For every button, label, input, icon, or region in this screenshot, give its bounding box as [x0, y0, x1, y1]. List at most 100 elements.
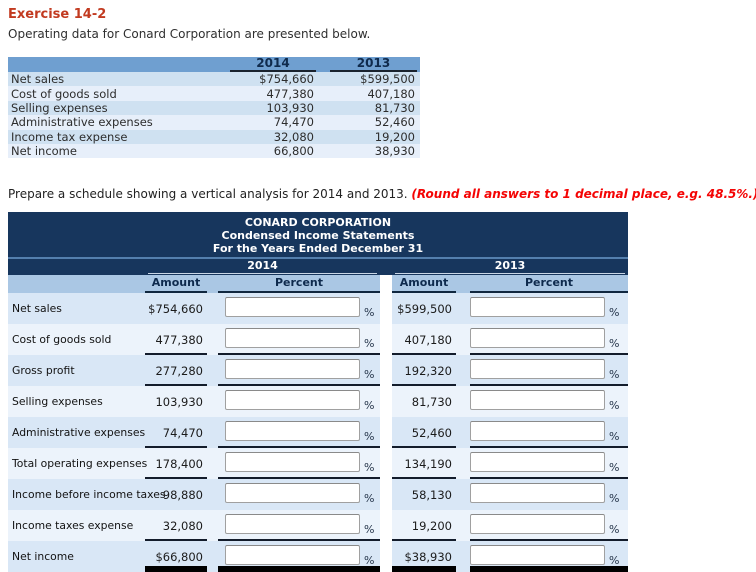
column-header-row: Amount Percent Amount Percent	[8, 275, 628, 293]
amount-2013: 19,200	[392, 510, 456, 541]
row-label: Cost of goods sold	[12, 333, 112, 346]
group-gutter	[380, 417, 392, 448]
row-label: Net sales	[12, 302, 62, 315]
amount-2013: 52,460	[392, 417, 456, 448]
row-segment-2014: Total operating expenses 178,400 %	[8, 448, 380, 479]
row-label: Income taxes expense	[12, 519, 134, 532]
column-gap	[207, 275, 218, 293]
percent-input-2014[interactable]	[225, 421, 360, 441]
percent-input-2014[interactable]	[225, 328, 360, 348]
amount-2014: 178,400	[145, 448, 207, 479]
table-row: Net income 66,800 38,930	[8, 143, 420, 159]
row-label: Net sales	[11, 72, 65, 87]
percent-cell-2013: %	[470, 293, 628, 324]
percent-input-2014[interactable]	[225, 390, 360, 410]
operating-data-rows: Net sales $754,660 $599,500 Cost of good…	[8, 72, 420, 159]
percent-cell-2013: %	[470, 479, 628, 510]
percent-input-2013[interactable]	[470, 390, 605, 410]
row-label: Net income	[12, 550, 74, 563]
row-segment-2013: $38,930 %	[392, 541, 628, 572]
percent-input-2014[interactable]	[225, 483, 360, 503]
value-2013: 19,200	[374, 129, 415, 144]
percent-input-2014[interactable]	[225, 359, 360, 379]
percent-input-2013[interactable]	[470, 421, 605, 441]
percent-cell-2014: %	[218, 479, 380, 510]
year-2014-group: 2014	[145, 259, 380, 275]
percent-sign: %	[364, 523, 375, 536]
group-gutter	[380, 293, 392, 324]
table-row: Gross profit 277,280 % 192,320 %	[8, 355, 628, 386]
operating-data-header: 2014 2013	[8, 57, 420, 72]
value-2014: 74,470	[273, 115, 314, 130]
group-gutter	[380, 541, 392, 572]
percent-input-2013[interactable]	[470, 328, 605, 348]
column-gap	[207, 417, 218, 448]
value-2013: 52,460	[374, 115, 415, 130]
percent-input-2013[interactable]	[470, 452, 605, 472]
row-segment-2013: 81,730 %	[392, 386, 628, 417]
operating-data-table: 2014 2013 Net sales $754,660 $599,500 Co…	[8, 57, 420, 159]
percent-input-2014[interactable]	[225, 514, 360, 534]
amount-2014: 477,380	[145, 324, 207, 355]
percent-input-2014[interactable]	[225, 297, 360, 317]
table-row: Selling expenses 103,930 % 81,730 %	[8, 386, 628, 417]
year-group-header: 2014 2013	[8, 257, 628, 275]
column-gap	[207, 448, 218, 479]
percent-sign: %	[364, 554, 375, 567]
column-gap	[456, 275, 470, 293]
group-gutter	[380, 510, 392, 541]
table-row: Net sales $754,660 $599,500	[8, 72, 420, 87]
value-2014: 32,080	[273, 129, 314, 144]
statement-title-block: CONARD CORPORATION Condensed Income Stat…	[8, 212, 628, 257]
percent-input-2014[interactable]	[225, 452, 360, 472]
percent-sign: %	[364, 461, 375, 474]
percent-input-2013[interactable]	[470, 359, 605, 379]
percent-input-2014[interactable]	[225, 545, 360, 565]
instruction-text: Prepare a schedule showing a vertical an…	[8, 187, 756, 201]
percent-sign: %	[364, 368, 375, 381]
percent-input-2013[interactable]	[470, 297, 605, 317]
table-row: Administrative expenses 74,470 % 52,460 …	[8, 417, 628, 448]
percent-cell-2014: %	[218, 417, 380, 448]
instruction-main: Prepare a schedule showing a vertical an…	[8, 187, 412, 201]
percent-input-2013[interactable]	[470, 483, 605, 503]
row-segment-2013: 407,180 %	[392, 324, 628, 355]
amount-2013: 192,320	[392, 355, 456, 386]
row-label: Income before income taxes	[12, 488, 166, 501]
row-segment-2013: 52,460 %	[392, 417, 628, 448]
percent-sign: %	[609, 368, 620, 381]
value-2013: 407,180	[367, 86, 415, 101]
row-segment-2014: Net sales $754,660 %	[8, 293, 380, 324]
row-segment-2013: 58,130 %	[392, 479, 628, 510]
percent-cell-2014: %	[218, 386, 380, 417]
percent-sign: %	[364, 337, 375, 350]
percent-input-2013[interactable]	[470, 514, 605, 534]
percent-sign: %	[364, 430, 375, 443]
column-gap	[207, 479, 218, 510]
column-gap	[456, 479, 470, 510]
column-gap	[456, 448, 470, 479]
percent-cell-2014: %	[218, 293, 380, 324]
column-gap	[207, 386, 218, 417]
column-gap	[456, 417, 470, 448]
percent-cell-2013: %	[470, 510, 628, 541]
amount-2013: 407,180	[392, 324, 456, 355]
amount-2014: 74,470	[145, 417, 207, 448]
amount-2013: 81,730	[411, 394, 452, 409]
row-label: Administrative expenses	[11, 115, 153, 130]
row-segment-2013: $599,500 %	[392, 293, 628, 324]
percent-input-2013[interactable]	[470, 545, 605, 565]
table-row: Total operating expenses 178,400 % 134,1…	[8, 448, 628, 479]
percent-sign: %	[364, 399, 375, 412]
year-2013-group: 2013	[392, 259, 628, 275]
vertical-analysis-table: CONARD CORPORATION Condensed Income Stat…	[8, 212, 628, 572]
percent-cell-2013: %	[470, 324, 628, 355]
row-label: Selling expenses	[12, 395, 103, 408]
percent-sign: %	[609, 554, 620, 567]
column-header-2014: Amount Percent	[8, 275, 380, 293]
value-2014: 477,380	[266, 86, 314, 101]
amount-2014: 98,880	[162, 487, 203, 502]
percent-cell-2013: %	[470, 448, 628, 479]
row-segment-2014: Income taxes expense 32,080 %	[8, 510, 380, 541]
value-2014: 66,800	[273, 144, 314, 159]
